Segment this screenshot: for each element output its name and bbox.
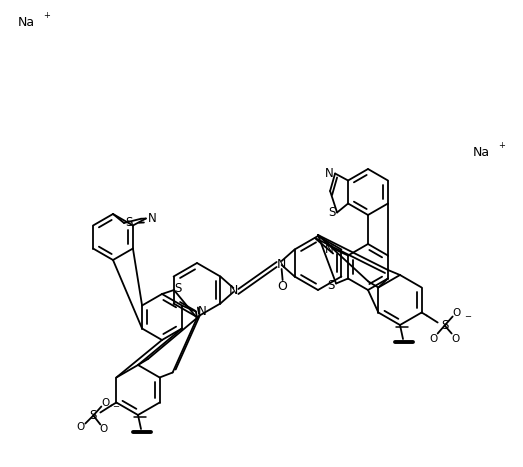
Text: N: N [198,305,206,318]
Text: S: S [174,282,181,295]
Text: O: O [278,280,288,292]
Text: N: N [325,243,334,256]
Text: O: O [452,307,461,318]
Text: −: − [464,312,471,321]
Text: −: − [112,402,119,411]
Text: O: O [451,333,460,344]
Text: S: S [328,206,336,219]
Text: S: S [327,279,335,292]
Text: N: N [147,212,156,225]
Text: +: + [498,141,505,149]
Text: Na: Na [473,146,490,158]
Text: +: + [43,10,50,20]
Text: Na: Na [18,15,35,28]
Text: S: S [126,217,133,229]
Text: S: S [89,409,97,422]
Text: O: O [429,333,438,344]
Text: S: S [441,319,448,332]
Text: O: O [101,397,109,408]
Text: N: N [325,167,334,180]
Text: N: N [229,284,238,297]
Text: N: N [277,257,286,270]
Text: O: O [76,423,85,432]
Text: O: O [99,425,107,434]
